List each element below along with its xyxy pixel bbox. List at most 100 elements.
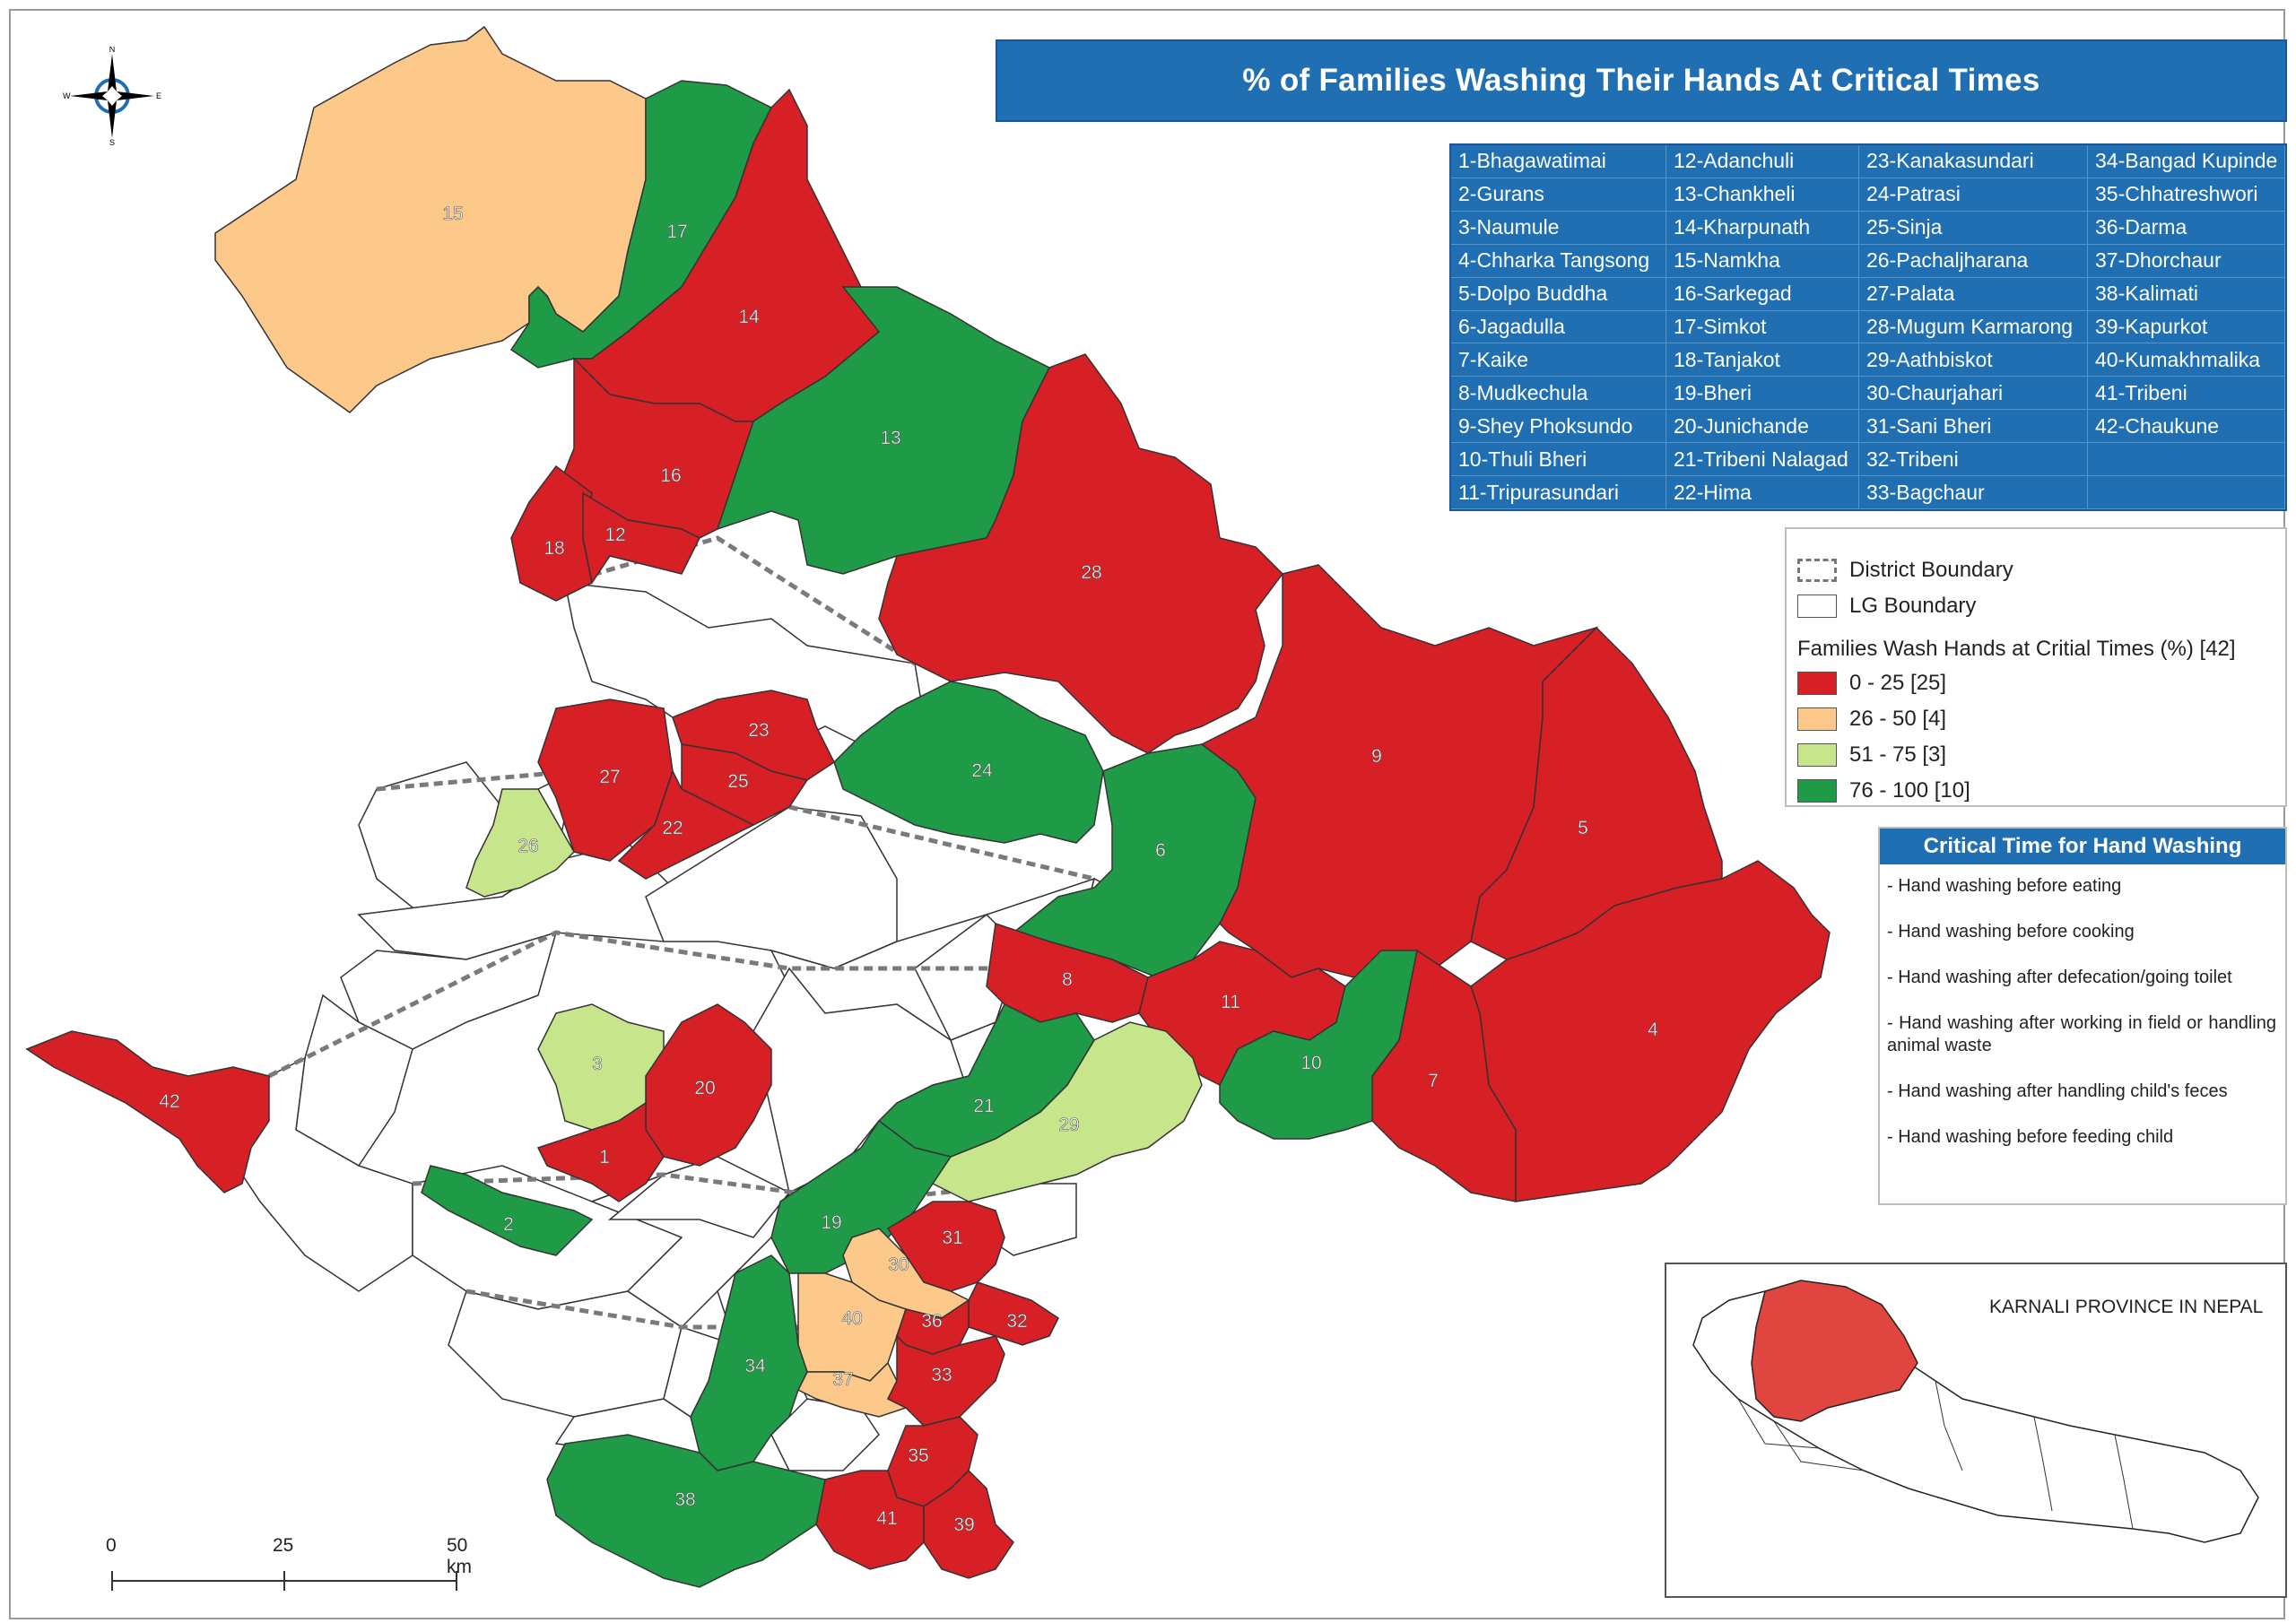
critical-time-item: - Hand washing before cooking: [1887, 922, 2135, 942]
legend-class-label: 76 - 100 [10]: [1849, 778, 1970, 803]
compass-s-label: S: [109, 138, 115, 145]
lg-index-cell: 5-Dolpo Buddha: [1451, 277, 1666, 311]
lg-index-cell: 38-Kalimati: [2088, 277, 2285, 311]
region-label-39: 39: [953, 1515, 974, 1535]
lg-index-cell: 10-Thuli Bheri: [1451, 443, 1666, 477]
region-label-9: 9: [1371, 746, 1382, 767]
region-label-38: 38: [674, 1489, 695, 1510]
lg-index-cell: 13-Chankheli: [1666, 178, 1859, 212]
legend-class-label: 26 - 50 [4]: [1849, 707, 1947, 731]
lg-index-cell: 7-Kaike: [1451, 343, 1666, 378]
legend-swatch: [1797, 707, 1837, 731]
lg-index-cell: 2-Gurans: [1451, 178, 1666, 212]
legend-lg-boundary-label: LG Boundary: [1849, 594, 1977, 618]
region-1: [536, 1101, 665, 1202]
map-title-banner: % of Families Washing Their Hands At Cri…: [996, 39, 2287, 122]
inset-internal-boundaries: [1737, 1380, 2134, 1530]
region-38: [546, 1434, 826, 1588]
legend-lg-boundary: LG Boundary: [1797, 588, 2285, 624]
legend-class-row: 0 - 25 [25]: [1797, 665, 2285, 701]
legend-class-label: 0 - 25 [25]: [1849, 671, 1947, 695]
region-label-6: 6: [1155, 840, 1166, 861]
critical-time-item: - Hand washing after handling child's fe…: [1887, 1081, 2228, 1101]
lg-index-cell: 42-Chaukune: [2088, 410, 2285, 444]
legend-district-boundary: District Boundary: [1797, 552, 2285, 588]
region-label-28: 28: [1081, 562, 1101, 583]
region-label-31: 31: [942, 1228, 962, 1248]
scale-bar: 0 25 50 km: [97, 1535, 474, 1598]
lg-index-cell: 26-Pachaljharana: [1859, 244, 2088, 278]
lg-index-cell: 16-Sarkegad: [1666, 277, 1859, 311]
lg-index-cell: 31-Sani Bheri: [1859, 410, 2088, 444]
scale-label-0: 0: [106, 1535, 117, 1556]
region-label-2: 2: [503, 1214, 514, 1235]
compass-east-pointer-icon: [117, 91, 154, 100]
region-34: [690, 1254, 808, 1471]
compass-west-pointer-icon: [70, 91, 108, 100]
region-22: [617, 769, 755, 880]
region-42: [25, 1030, 270, 1193]
region-12: [582, 491, 701, 585]
region-label-5: 5: [1578, 818, 1588, 838]
compass-e-label: E: [156, 91, 161, 100]
region-label-30: 30: [888, 1254, 909, 1275]
legend-class-row: 76 - 100 [10]: [1797, 773, 2285, 809]
region-label-22: 22: [662, 818, 683, 838]
region-33: [886, 1334, 1005, 1427]
region-label-40: 40: [841, 1308, 862, 1329]
lg-index-cell: 1-Bhagawatimai: [1451, 145, 1666, 178]
region-label-25: 25: [727, 771, 748, 792]
lg-index-cell: 18-Tanjakot: [1666, 343, 1859, 378]
lg-index-cell: 35-Chhatreshwori: [2088, 178, 2285, 212]
lg-index-cell: 11-Tripurasundari: [1451, 476, 1666, 509]
region-label-16: 16: [660, 465, 681, 486]
region-label-10: 10: [1300, 1053, 1321, 1073]
lg-index-cell: 29-Aathbiskot: [1859, 343, 2088, 378]
lg-index-cell: [2088, 476, 2285, 509]
region-18: [510, 464, 593, 602]
critical-time-item: - Hand washing before feeding child: [1887, 1127, 2174, 1147]
legend-class-row: 26 - 50 [4]: [1797, 701, 2285, 737]
region-label-32: 32: [1006, 1311, 1027, 1332]
region-26: [465, 788, 575, 898]
lg-index-cell: 40-Kumakhmalika: [2088, 343, 2285, 378]
region-label-4: 4: [1648, 1020, 1658, 1040]
lg-index-cell: 41-Tribeni: [2088, 377, 2285, 411]
region-27: [537, 699, 674, 862]
critical-time-item: - Hand washing after working in field or…: [1887, 1013, 2276, 1055]
region-24: [833, 681, 1104, 844]
critical-time-title: Critical Time for Hand Washing: [1880, 829, 2285, 864]
lg-index-cell: 34-Bangad Kupinde: [2088, 145, 2285, 178]
region-label-35: 35: [908, 1445, 928, 1466]
region-label-7: 7: [1428, 1071, 1439, 1091]
region-label-21: 21: [973, 1096, 994, 1116]
region-label-14: 14: [738, 307, 760, 327]
region-label-34: 34: [744, 1356, 766, 1376]
legend-class-row: 51 - 75 [3]: [1797, 737, 2285, 773]
lg-boundary-icon: [1797, 595, 1837, 618]
lg-index-cell: 37-Dhorchaur: [2088, 244, 2285, 278]
lg-index-cell: 27-Palata: [1859, 277, 2088, 311]
region-39: [923, 1469, 1014, 1579]
region-label-33: 33: [931, 1365, 952, 1385]
lg-index-cell: 36-Darma: [2088, 211, 2285, 245]
region-label-13: 13: [880, 428, 900, 448]
region-label-41: 41: [876, 1508, 897, 1529]
region-10: [1219, 950, 1418, 1140]
inset-map: KARNALI PROVINCE IN NEPAL: [1665, 1263, 2287, 1598]
compass-south-pointer-icon: [108, 100, 117, 138]
legend-swatch: [1797, 743, 1837, 767]
lg-index-cell: 30-Chaurjahari: [1859, 377, 2088, 411]
critical-time-list: - Hand washing before eating - Hand wash…: [1880, 864, 2285, 1149]
region-label-17: 17: [666, 221, 687, 242]
north-arrow-compass: N S W E: [63, 45, 161, 147]
region-4: [1470, 860, 1831, 1202]
lg-index-cell: 20-Junichande: [1666, 410, 1859, 444]
karnali-province: [1751, 1280, 1918, 1422]
region-labels: 15 17 14 13 28 16 18 12 27 23 25 22 26 2…: [159, 204, 1658, 1536]
critical-time-item: - Hand washing after defecation/going to…: [1887, 968, 2232, 987]
lg-index-cell: 33-Bagchaur: [1859, 476, 2088, 509]
lg-index-cell: 28-Mugum Karmarong: [1859, 310, 2088, 344]
lg-index-cell: 25-Sinja: [1859, 211, 2088, 245]
